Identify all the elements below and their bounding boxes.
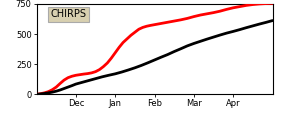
Text: CHIRPS: CHIRPS [51, 9, 87, 19]
Legend: 2019, Avg.: 2019, Avg. [100, 128, 209, 131]
